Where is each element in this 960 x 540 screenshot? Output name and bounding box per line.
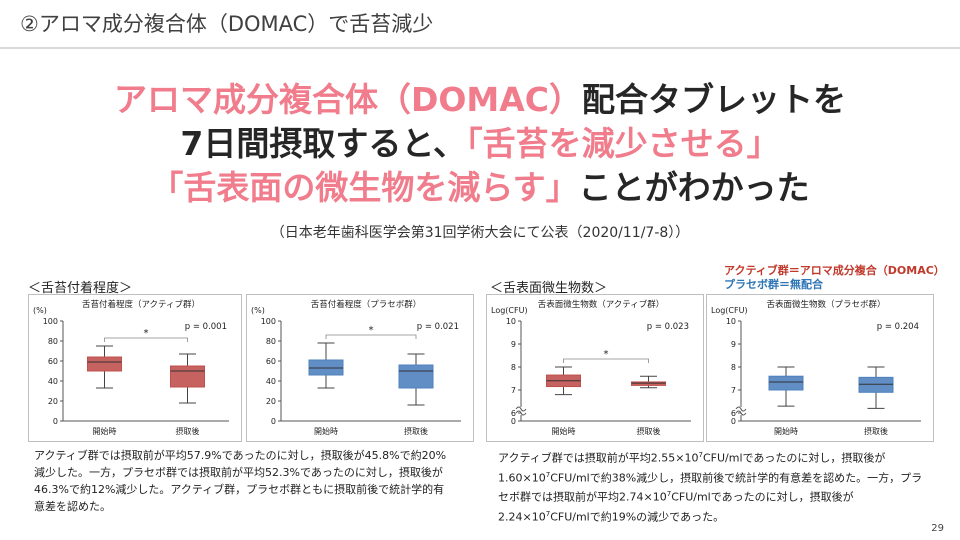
caption-part: CFU/mlであったのに対し，摂取後が1.60×10 <box>498 451 886 485</box>
chart-microbes-placebo-svg: 舌表面微生物数（プラセボ群） Log(CFU) 06 7 8 9 10 開始時 摂取後 p = 0… <box>711 299 921 436</box>
section-label-tongue-coating: ＜舌苔付着程度＞ <box>28 281 133 296</box>
significance-marker: * <box>369 325 374 336</box>
caption-exponent: 7 <box>698 451 703 459</box>
y-tick-label: 80 <box>48 337 58 346</box>
significance-bracket <box>563 358 649 363</box>
caption-part: CFU/mlで約19%の減少であった。 <box>550 510 725 524</box>
chart-coating-active-svg: 舌苔付着程度（アクティブ群） (%) 0 20 40 60 80 100 開始時 摂取後 p = 0… <box>33 299 229 436</box>
box <box>87 356 122 372</box>
headline-text-2: 7日間摂取すると、 <box>180 124 467 163</box>
chart-microbes-active: 舌表面微生物数（アクティブ群） Log(CFU) 0 6 7 8 9 10 開始時 摂取後 p = … <box>486 294 704 442</box>
x-tick-label: 開始時 <box>774 426 798 436</box>
headline-line-2: 7日間摂取すると、「舌苔を減少させる」 <box>0 122 960 166</box>
x-tick-label: 摂取後 <box>404 426 428 436</box>
chart-title: 舌表面微生物数（アクティブ群） <box>538 299 665 310</box>
box <box>768 375 804 391</box>
y-tick-label: 8 <box>731 363 736 372</box>
page-number: 29 <box>931 523 944 534</box>
x-tick-label: 開始時 <box>314 426 338 436</box>
section-label-microbes: ＜舌表面微生物数＞ <box>490 281 608 296</box>
headline-highlight-domac: アロマ成分複合体（DOMAC） <box>113 80 583 119</box>
y-tick-label: 0 <box>731 417 736 426</box>
slide-title: ②アロマ成分複合体（DOMAC）で舌苔減少 <box>20 12 434 36</box>
y-tick-label: 0 <box>53 417 58 426</box>
x-tick-label: 摂取後 <box>637 426 661 436</box>
significance-marker: * <box>144 328 149 339</box>
significance-marker: * <box>604 349 609 360</box>
y-tick-label: 20 <box>48 397 58 406</box>
y-axis-label: Log(CFU) <box>711 306 748 315</box>
y-tick-label: 0 <box>271 417 276 426</box>
caption-exponent: 7 <box>666 490 672 499</box>
box <box>398 364 434 389</box>
legend-active: アクティブ群＝アロマ成分複合（DOMAC） <box>724 264 945 277</box>
chart-title: 舌苔付着程度（アクティブ群） <box>82 299 200 310</box>
p-value-label: p = 0.204 <box>877 322 919 332</box>
significance-bracket <box>325 334 417 339</box>
headline-highlight-tongue-coating: 「舌苔を減少させる」 <box>466 124 780 163</box>
y-tick-label: 8 <box>511 363 516 372</box>
y-tick-label: 40 <box>48 377 58 386</box>
y-tick-label: 20 <box>266 397 276 406</box>
y-tick-label: 80 <box>266 337 276 346</box>
chart-title: 舌表面微生物数（プラセボ群） <box>766 299 885 310</box>
headline-text-1: 配合タブレットを <box>582 80 847 119</box>
headline-highlight-microbes: 「舌表面の微生物を減らす」 <box>150 168 579 207</box>
y-tick-label: 60 <box>266 357 276 366</box>
y-tick-label: 6 <box>731 409 736 418</box>
headline-text-3: ことがわかった <box>578 168 810 207</box>
headline-line-3: 「舌表面の微生物を減らす」ことがわかった <box>0 166 960 210</box>
y-tick-label: 9 <box>511 340 516 349</box>
box <box>170 365 205 388</box>
group-legend: アクティブ群＝アロマ成分複合（DOMAC） プラセボ群＝無配合 <box>724 264 945 292</box>
p-value-label: p = 0.021 <box>417 322 459 332</box>
axis-break-icon <box>515 406 527 416</box>
legend-placebo: プラセボ群＝無配合 <box>724 278 823 291</box>
box <box>858 376 894 393</box>
p-value-label: p = 0.023 <box>647 322 689 332</box>
y-tick-label: 10 <box>726 317 736 326</box>
caption-microbes: アクティブ群では摂取前が平均2.55×107CFU/mlであったのに対し，摂取後… <box>498 447 928 526</box>
y-tick-label: 9 <box>731 340 736 349</box>
y-tick-label: 100 <box>261 317 276 326</box>
chart-title: 舌苔付着程度（プラセボ群） <box>311 299 422 310</box>
source-note: （日本老年歯科医学会第31回学術大会にて公表（2020/11/7-8）） <box>270 225 690 241</box>
y-axis-label: Log(CFU) <box>491 306 528 315</box>
y-tick-label: 40 <box>266 377 276 386</box>
y-tick-label: 7 <box>731 386 736 395</box>
caption-tongue-coating: アクティブ群では摂取前が平均57.9%であったのに対し，摂取後が45.8%で約2… <box>34 449 447 513</box>
chart-coating-placebo: 舌苔付着程度（プラセボ群） (%) 0 20 40 60 80 100 開始時 摂取後 p = 0.… <box>246 294 474 442</box>
chart-microbes-active-svg: 舌表面微生物数（アクティブ群） Log(CFU) 06 7 8 9 10 開始時 摂取後 p = … <box>491 299 691 436</box>
chart-microbes-placebo: 舌表面微生物数（プラセボ群） Log(CFU) 0 6 7 8 9 10 開始時 摂取後 p = 0… <box>706 294 934 442</box>
y-tick-label: 10 <box>506 317 516 326</box>
x-tick-label: 摂取後 <box>176 426 200 436</box>
x-tick-label: 開始時 <box>93 426 117 436</box>
y-tick-label: 0 <box>511 417 516 426</box>
x-tick-label: 開始時 <box>552 426 576 436</box>
caption-part: CFU/mlであったのに対し，摂取後が2.24×10 <box>498 490 854 524</box>
x-tick-label: 摂取後 <box>864 426 888 436</box>
y-axis-label: (%) <box>33 306 47 315</box>
caption-exponent: 7 <box>545 470 551 479</box>
chart-coating-placebo-svg: 舌苔付着程度（プラセボ群） (%) 0 20 40 60 80 100 開始時 摂取後 p = 0.… <box>251 299 461 436</box>
box <box>631 381 666 386</box>
headline: アロマ成分複合体（DOMAC）配合タブレットを 7日間摂取すると、「舌苔を減少さ… <box>0 78 960 210</box>
headline-line-1: アロマ成分複合体（DOMAC）配合タブレットを <box>0 78 960 122</box>
y-tick-label: 7 <box>511 386 516 395</box>
p-value-label: p = 0.001 <box>185 322 227 332</box>
chart-coating-active: 舌苔付着程度（アクティブ群） (%) 0 20 40 60 80 100 開始時 摂取後 p = 0… <box>28 294 242 442</box>
title-divider <box>0 47 960 49</box>
caption-exponent: 7 <box>545 509 551 518</box>
y-tick-label: 6 <box>511 409 516 418</box>
significance-bracket <box>104 337 188 342</box>
caption-part: CFU/mlで約38%減少し，摂取前後で統計学的有意差を認めた。一方，プラセボ群… <box>498 471 923 504</box>
y-axis-label: (%) <box>251 306 265 315</box>
axis-break-icon <box>735 406 747 416</box>
y-tick-label: 60 <box>48 357 58 366</box>
caption-part: アクティブ群では摂取前が平均2.55×10 <box>498 451 699 465</box>
y-tick-label: 100 <box>43 317 58 326</box>
